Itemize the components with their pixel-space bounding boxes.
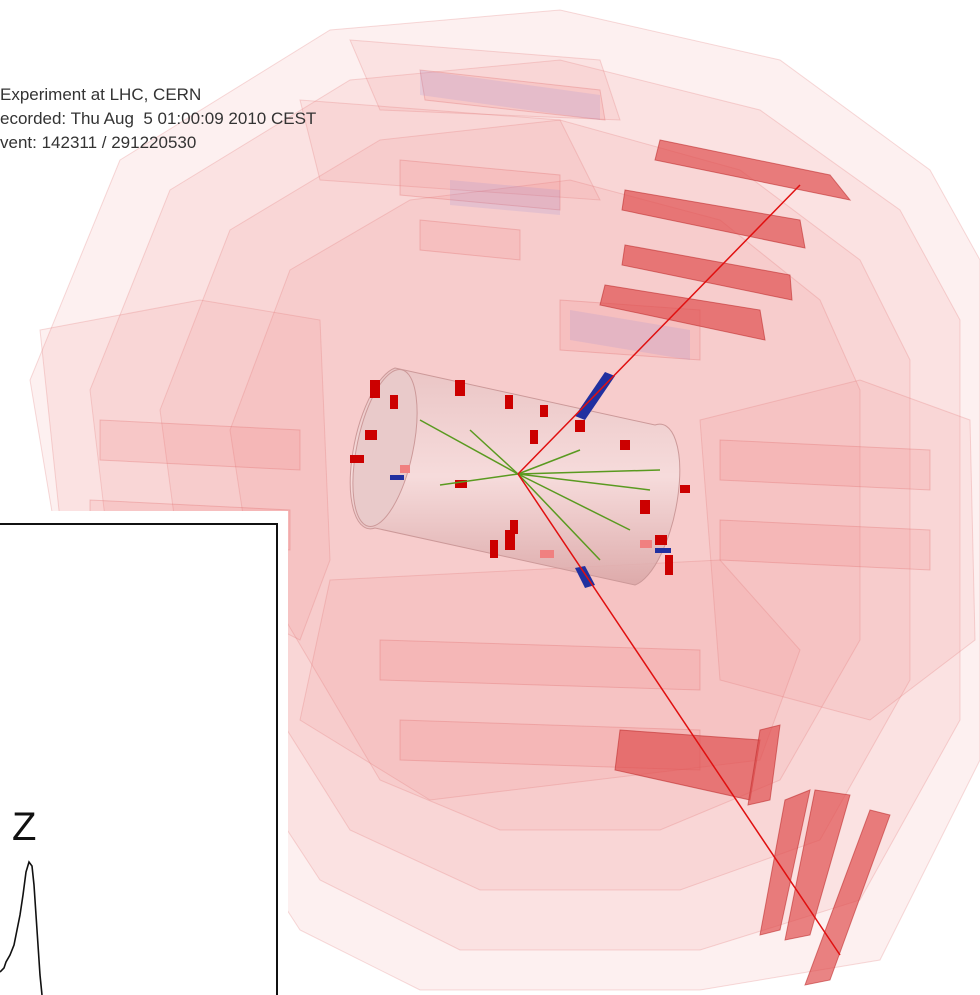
inset-plot: Z xyxy=(0,511,288,995)
peak-label: Z xyxy=(12,805,36,849)
info-line: Experiment at LHC, CERN xyxy=(0,85,201,104)
inset-frame-bg xyxy=(0,511,288,995)
page: {"header": {"lines": ["Experiment at LHC… xyxy=(0,0,980,995)
event-display: Experiment at LHC, CERN ecorded: Thu Aug… xyxy=(0,0,980,995)
info-line: vent: 142311 / 291220530 xyxy=(0,133,196,152)
info-line: ecorded: Thu Aug 5 01:00:09 2010 CEST xyxy=(0,109,316,128)
